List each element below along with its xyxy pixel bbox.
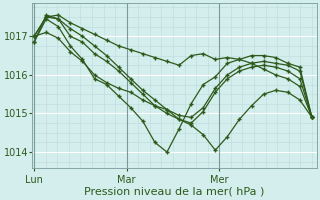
X-axis label: Pression niveau de la mer( hPa ): Pression niveau de la mer( hPa ) [84,187,265,197]
